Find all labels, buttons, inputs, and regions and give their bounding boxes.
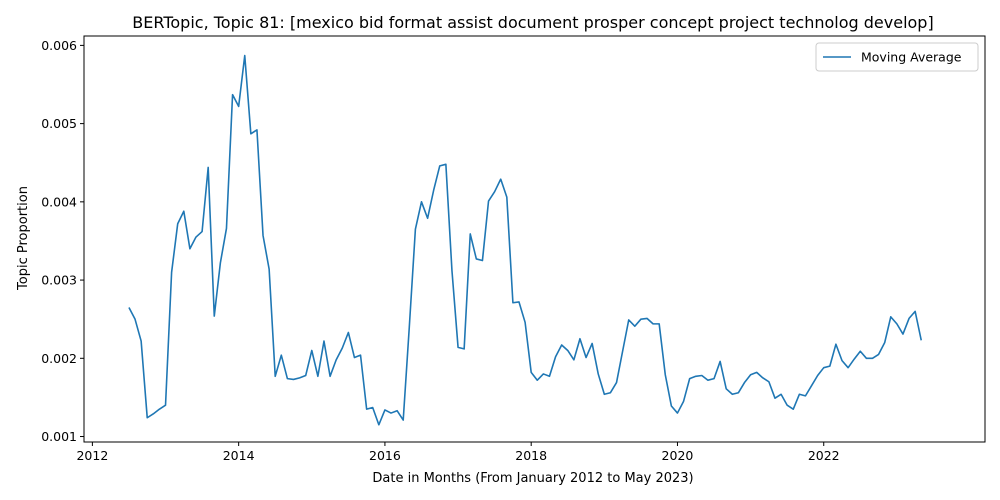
y-tick-label: 0.006 (41, 38, 77, 53)
y-axis-label: Topic Proportion (16, 186, 31, 291)
y-tick-label: 0.003 (41, 273, 77, 288)
x-axis: 2012 2014 2016 2018 2020 2022 (76, 442, 840, 463)
x-tick-label: 2016 (369, 448, 401, 463)
y-tick-label: 0.002 (41, 351, 77, 366)
legend-box (815, 42, 979, 72)
x-tick-label: 2014 (223, 448, 255, 463)
chart-title: BERTopic, Topic 81: [mexico bid format a… (132, 13, 933, 32)
x-tick-label: 2018 (515, 448, 547, 463)
x-tick-label: 2022 (808, 448, 840, 463)
axes-frame (83, 35, 986, 443)
y-tick-label: 0.005 (41, 116, 77, 131)
x-tick-label: 2020 (662, 448, 694, 463)
plot-area (83, 35, 986, 443)
legend-label: Moving Average (861, 50, 962, 65)
y-tick-label: 0.001 (41, 429, 77, 444)
legend: Moving Average (815, 42, 979, 72)
x-axis-label: Date in Months (From January 2012 to May… (372, 471, 693, 486)
y-tick-label: 0.004 (41, 194, 77, 209)
y-axis: 0.001 0.002 0.003 0.004 0.005 0.006 (41, 38, 84, 444)
series-line-0 (128, 54, 923, 426)
x-tick-label: 2012 (76, 448, 108, 463)
